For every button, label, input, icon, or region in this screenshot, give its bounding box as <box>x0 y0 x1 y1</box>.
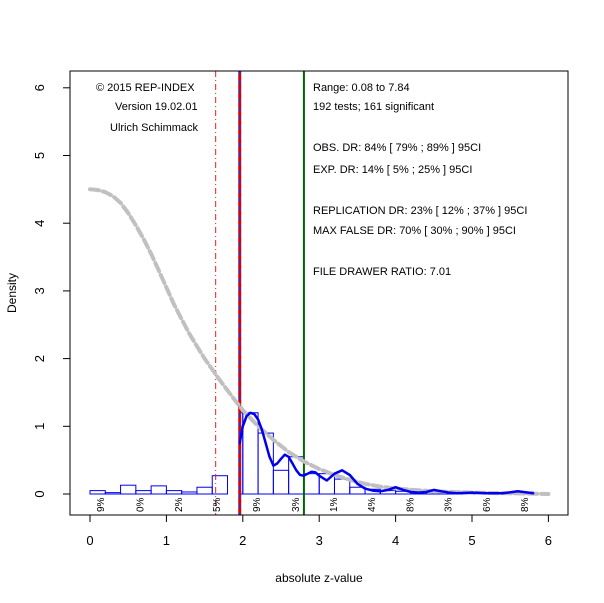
histogram-bar <box>120 484 137 495</box>
bin-percent-label: 9% <box>252 497 263 512</box>
tests-text: 192 tests; 161 significant <box>313 101 434 113</box>
x-tick-label: 2 <box>239 533 246 548</box>
copyright-text: © 2015 REP-INDEX <box>96 82 195 94</box>
bin-percent-label: 0% <box>136 497 147 512</box>
replication-dr-text: REPLICATION DR: 23% [ 12% ; 37% ] 95CI <box>313 205 527 217</box>
x-tick-label: 6 <box>545 533 552 548</box>
author-text: Ulrich Schimmack <box>110 122 199 134</box>
bin-percent-label: 1% <box>329 497 340 512</box>
density-curves <box>88 187 551 496</box>
right-annotation-block: Range: 0.08 to 7.84 192 tests; 161 signi… <box>313 82 527 278</box>
y-tick-label: 5 <box>32 152 47 159</box>
bin-percent-label: 3% <box>291 497 302 512</box>
bin-percent-labels: 9% 0% 2% 5% 9% 3% 1% 4% 8% 3% 6% 8% <box>96 497 531 512</box>
x-tick-label: 4 <box>392 533 399 548</box>
bin-percent-label: 8% <box>520 497 531 512</box>
x-tick-label: 0 <box>86 533 93 548</box>
histogram-bar <box>211 475 229 495</box>
x-tick-label: 5 <box>468 533 475 548</box>
y-tick-label: 2 <box>32 355 47 362</box>
bin-percent-label: 6% <box>482 497 493 512</box>
bin-percent-label: 4% <box>367 497 378 512</box>
version-text: Version 19.02.01 <box>115 101 198 113</box>
bin-percent-label: 5% <box>212 497 223 512</box>
x-axis: 0 1 2 3 4 5 6 <box>86 515 552 548</box>
bin-percent-label: 3% <box>444 497 455 512</box>
left-annotation-block: © 2015 REP-INDEX Version 19.02.01 Ulrich… <box>96 82 199 134</box>
y-axis-title: Density <box>5 273 19 313</box>
max-false-dr-text: MAX FALSE DR: 70% [ 30% ; 90% ] 95CI <box>313 225 516 237</box>
y-tick-label: 6 <box>32 84 47 91</box>
y-tick-label: 1 <box>32 423 47 430</box>
observed-density-curve <box>238 411 535 495</box>
x-axis-title: absolute z-value <box>275 571 363 585</box>
y-tick-label: 3 <box>32 287 47 294</box>
x-tick-label: 3 <box>316 533 323 548</box>
y-tick-label: 0 <box>32 490 47 497</box>
y-tick-label: 4 <box>32 220 47 227</box>
bin-percent-label: 9% <box>96 497 107 512</box>
expected-density-curve <box>88 187 551 496</box>
x-tick-label: 1 <box>163 533 170 548</box>
file-drawer-ratio-text: FILE DRAWER RATIO: 7.01 <box>313 266 451 278</box>
expected-dr-text: EXP. DR: 14% [ 5% ; 25% ] 95CI <box>313 164 472 176</box>
bin-percent-label: 8% <box>405 497 416 512</box>
bin-percent-label: 2% <box>174 497 185 512</box>
observed-dr-text: OBS. DR: 84% [ 79% ; 89% ] 95CI <box>313 142 481 154</box>
range-text: Range: 0.08 to 7.84 <box>313 82 410 94</box>
y-axis: 0 1 2 3 4 5 6 <box>32 84 70 498</box>
histogram-bar <box>150 485 167 495</box>
